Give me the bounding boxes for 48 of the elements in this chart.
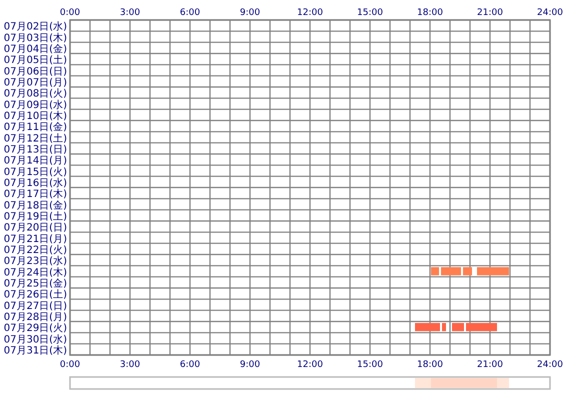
x2-tick-label: 12:00 [297,8,324,18]
y-tick-label: 07月24日(木) [4,266,68,278]
y-tick-label: 07月13日(日) [4,144,68,156]
y-tick-label: 07月10日(木) [4,110,68,122]
x2-tick-label: 18:00 [417,8,444,18]
x-tick-label: 9:00 [240,360,260,370]
y-tick-label: 07月21日(月) [4,234,68,245]
y-tick-label: 07月07日(月) [4,77,68,88]
y-tick-label: 07月03日(木) [4,32,68,44]
y-tick-label: 07月17日(木) [4,188,68,200]
y-tick-label: 07月16日(水) [4,176,68,189]
y-tick-label: 07月15日(火) [4,166,68,178]
y-tick-label: 07月12日(土) [4,132,68,144]
y-tick-label: 07月05日(土) [4,54,68,66]
y-tick-label: 07月11日(金) [4,121,68,134]
y-tick-label: 07月06日(日) [4,66,68,78]
x-tick-label: 3:00 [120,360,140,370]
x2-tick-label: 0:00 [60,8,80,18]
y-tick-label: 07月30日(水) [4,333,68,346]
y-tick-label: 07月14日(月) [4,156,68,167]
y-tick-label: 07月26日(土) [4,288,68,301]
y-tick-label: 07月18日(金) [4,199,68,212]
x-tick-label: 12:00 [297,360,324,370]
x-tick-label: 21:00 [477,360,504,370]
x2-tick-label: 15:00 [357,8,384,18]
x2-tick-label: 6:00 [180,8,200,18]
y-tick-label: 07月28日(月) [4,312,68,323]
x2-tick-label: 3:00 [120,8,140,18]
y-tick-label: 07月23日(水) [4,255,68,268]
x2-tick-label: 21:00 [477,8,504,18]
x-tick-label: 15:00 [357,360,384,370]
y-tick-label: 07月04日(金) [4,42,68,55]
y-tick-label: 07月09日(水) [4,98,68,111]
y-tick-label: 07月20日(日) [4,222,68,234]
x-tick-label: 24:00 [537,360,564,370]
x-tick-label: 6:00 [180,360,200,370]
x2-tick-label: 9:00 [240,8,260,18]
x-tick-label: 18:00 [417,360,444,370]
y-tick-label: 07月27日(日) [4,300,68,312]
y-tick-label: 07月19日(土) [4,210,68,222]
y-tick-label: 07月31日(木) [4,344,68,356]
x2-tick-label: 24:00 [537,8,564,18]
y-tick-label: 07月22日(火) [4,244,68,256]
y-tick-label: 07月02日(水) [4,20,68,33]
y-tick-label: 07月29日(火) [4,322,68,334]
y-tick-label: 07月25日(金) [4,277,68,290]
y-tick-label: 07月08日(火) [4,88,68,100]
x-tick-label: 0:00 [60,360,80,370]
